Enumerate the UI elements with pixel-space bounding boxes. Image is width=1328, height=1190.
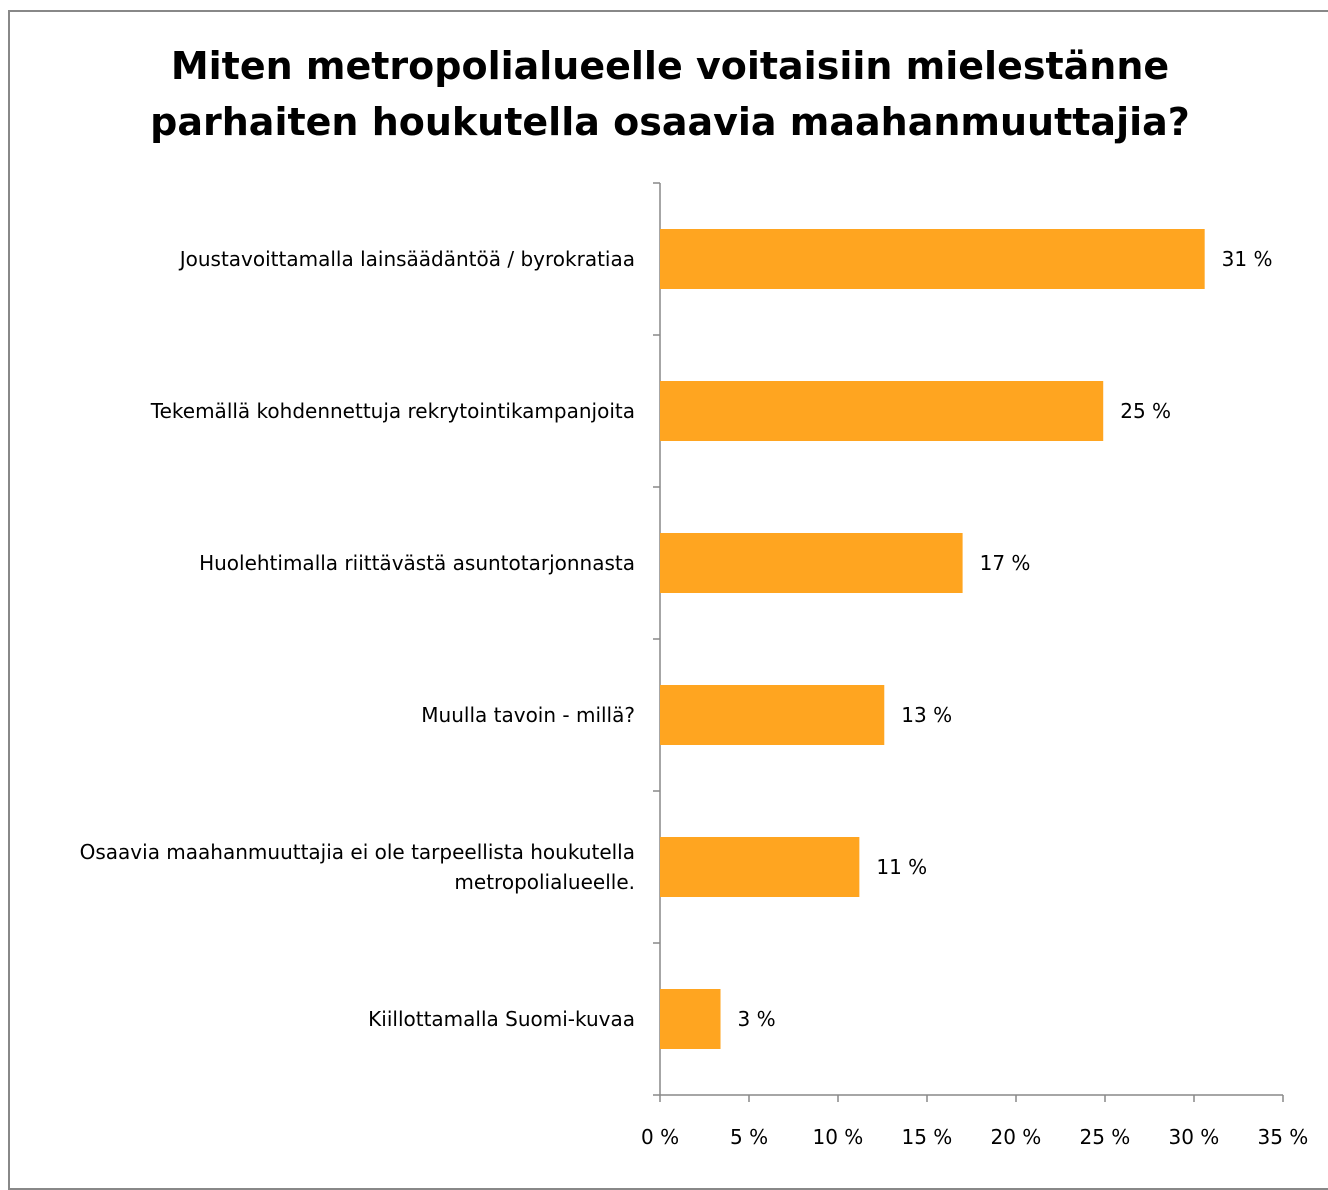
x-tick-label: 30 % bbox=[1168, 1125, 1220, 1149]
value-label: 31 % bbox=[1221, 247, 1273, 271]
category-label: Huolehtimalla riittävästä asuntotarjonna… bbox=[199, 551, 635, 575]
value-label: 3 % bbox=[737, 1007, 776, 1031]
category-label: Tekemällä kohdennettuja rekrytointikampa… bbox=[150, 399, 635, 423]
value-label: 11 % bbox=[876, 855, 928, 879]
bar bbox=[660, 381, 1104, 441]
category-label: Muulla tavoin - millä? bbox=[421, 703, 635, 727]
bar bbox=[660, 533, 963, 593]
x-tick-label: 5 % bbox=[730, 1125, 769, 1149]
x-tick-label: 35 % bbox=[1257, 1125, 1309, 1149]
bar bbox=[660, 229, 1205, 289]
bar bbox=[660, 685, 885, 745]
value-label: 17 % bbox=[979, 551, 1031, 575]
bar bbox=[660, 989, 721, 1049]
value-label: 25 % bbox=[1120, 399, 1172, 423]
x-tick-label: 20 % bbox=[990, 1125, 1042, 1149]
x-tick-label: 15 % bbox=[901, 1125, 953, 1149]
chart-title: Miten metropolialueelle voitaisiin miele… bbox=[150, 44, 1190, 144]
category-label: Joustavoittamalla lainsäädäntöä / byrokr… bbox=[179, 247, 635, 271]
bar bbox=[660, 837, 860, 897]
x-tick-label: 25 % bbox=[1079, 1125, 1131, 1149]
category-label: Osaavia maahanmuuttajia ei ole tarpeelli… bbox=[79, 840, 635, 894]
x-tick-label: 0 % bbox=[641, 1125, 680, 1149]
x-tick-label: 10 % bbox=[812, 1125, 864, 1149]
category-label: Kiillottamalla Suomi-kuvaa bbox=[368, 1007, 635, 1031]
value-label: 13 % bbox=[901, 703, 953, 727]
